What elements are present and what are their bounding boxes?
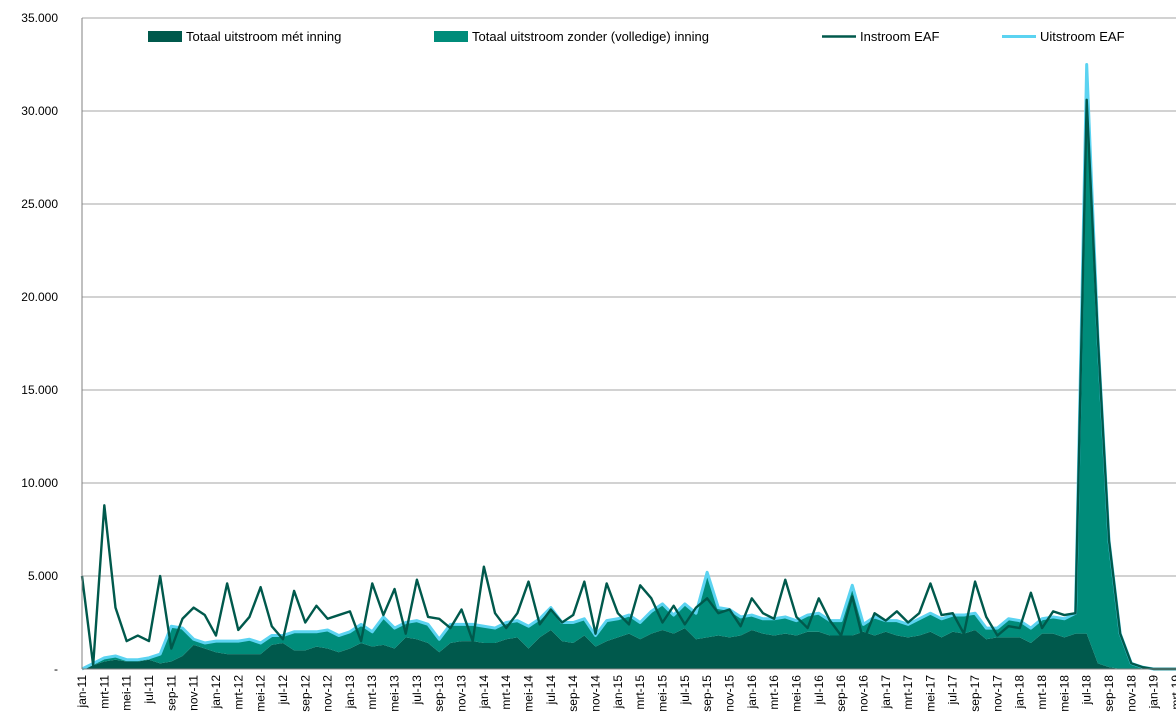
x-tick-label: jul-16: [812, 675, 826, 706]
x-tick-label: nov-14: [589, 675, 603, 712]
axes: [81, 18, 1176, 670]
x-tick-label: sep-18: [1102, 675, 1116, 712]
legend-label: Instroom EAF: [860, 29, 940, 44]
line-uitstroom-eaf: [81, 63, 1176, 671]
x-tick-label: jan-18: [1013, 675, 1027, 710]
x-tick-label: jul-11: [142, 675, 156, 705]
legend: Totaal uitstroom mét inning Totaal uitstr…: [148, 29, 1125, 44]
legend-label: Totaal uitstroom zonder (volledige) inni…: [472, 29, 709, 44]
legend-swatch: [434, 31, 468, 42]
x-tick-label: jan-12: [209, 675, 223, 710]
x-tick-label: sep-16: [834, 675, 848, 712]
x-tick-label: mei-14: [522, 675, 536, 712]
x-tick-label: jan-16: [745, 675, 759, 710]
x-tick-label: mrt-12: [231, 675, 245, 710]
y-tick-label: 25.000: [21, 197, 58, 211]
x-tick-label: mei-12: [254, 675, 268, 712]
x-tick-label: mrt-11: [97, 675, 111, 709]
y-tick-label: 10.000: [21, 476, 58, 490]
x-tick-label: mrt-16: [767, 675, 781, 710]
y-tick-label: 35.000: [21, 11, 58, 25]
x-tick-label: jan-17: [879, 675, 893, 710]
x-tick-label: nov-18: [1124, 675, 1138, 712]
x-tick-label: sep-14: [566, 675, 580, 712]
x-tick-label: jan-13: [343, 675, 357, 710]
legend-label: Totaal uitstroom mét inning: [186, 29, 341, 44]
x-tick-label: mei-15: [655, 675, 669, 712]
series-lines: [80, 63, 1176, 671]
x-tick-label: mei-16: [789, 675, 803, 712]
gridlines: [82, 17, 1176, 670]
x-axis-tick-labels: jan-11 mrt-11 mei-11 jul-11 sep-11 nov-11 jan-…: [75, 675, 1176, 712]
x-tick-label: nov-12: [321, 675, 335, 712]
y-tick-label: 30.000: [21, 104, 58, 118]
x-tick-label: sep-12: [298, 675, 312, 712]
area-series-1: [82, 64, 1176, 669]
x-tick-label: sep-11: [164, 675, 178, 711]
x-tick-label: mei-11: [120, 675, 134, 711]
x-tick-label: jul-15: [678, 675, 692, 706]
x-tick-label: sep-15: [700, 675, 714, 712]
x-tick-label: jul-13: [410, 675, 424, 706]
x-tick-label: mrt-19: [1169, 675, 1176, 710]
x-tick-label: jan-14: [477, 675, 491, 710]
stacked-areas: [82, 64, 1176, 669]
x-tick-label: mrt-14: [499, 675, 513, 710]
x-tick-label: jan-11: [75, 675, 89, 709]
y-axis-tick-labels: - 5.000 10.000 15.000 20.000 25.000 30.000 35.0…: [21, 11, 58, 676]
x-tick-label: jul-14: [544, 675, 558, 706]
legend-swatch: [148, 31, 182, 42]
y-tick-label: 20.000: [21, 290, 58, 304]
x-tick-label: nov-16: [856, 675, 870, 712]
x-tick-label: jul-17: [946, 675, 960, 706]
x-tick-label: jan-15: [611, 675, 625, 710]
x-tick-label: jul-12: [276, 675, 290, 706]
y-tick-label: -: [54, 662, 58, 676]
line-instroom-eaf: [80, 98, 1176, 671]
x-tick-label: nov-13: [455, 675, 469, 712]
x-tick-label: mei-17: [923, 675, 937, 712]
y-tick-label: 5.000: [28, 569, 58, 583]
legend-label: Uitstroom EAF: [1040, 29, 1125, 44]
x-tick-label: mrt-15: [633, 675, 647, 710]
y-tick-label: 15.000: [21, 383, 58, 397]
x-tick-label: jul-18: [1080, 675, 1094, 706]
x-tick-label: nov-15: [722, 675, 736, 712]
x-tick-label: sep-17: [968, 675, 982, 712]
x-tick-label: mei-13: [388, 675, 402, 712]
x-tick-label: mrt-18: [1035, 675, 1049, 710]
x-tick-label: nov-17: [990, 675, 1004, 712]
x-tick-label: jan-19: [1147, 675, 1161, 710]
x-tick-label: mei-18: [1057, 675, 1071, 712]
area-series-0: [82, 628, 1176, 669]
x-tick-label: sep-13: [432, 675, 446, 712]
x-tick-label: mrt-13: [365, 675, 379, 710]
x-tick-label: nov-11: [187, 675, 201, 711]
x-tick-label: mrt-17: [901, 675, 915, 710]
